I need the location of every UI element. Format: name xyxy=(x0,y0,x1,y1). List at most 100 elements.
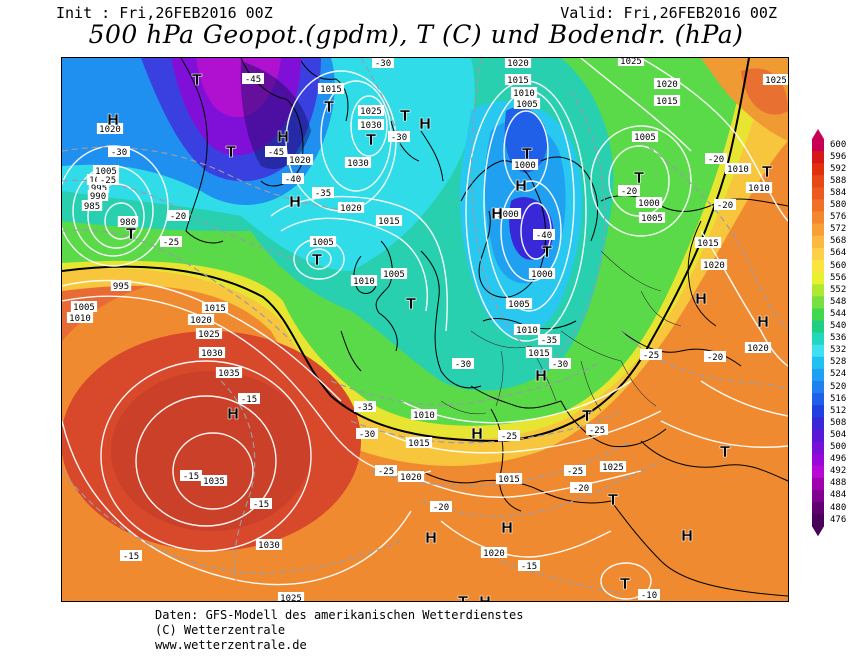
scale-label: 544 xyxy=(830,308,847,319)
isobar-label-text: 1020 xyxy=(656,80,678,90)
isobar-label: 1015 xyxy=(201,302,229,314)
low-pressure-center: T xyxy=(126,225,137,243)
isobar-label: 1015 xyxy=(375,215,403,227)
scale-swatch xyxy=(812,187,824,200)
isobar-label: 1015 xyxy=(504,74,532,86)
isobar-label-text: 980 xyxy=(120,218,136,228)
init-time-label: Init : Fri,26FEB2016 00Z xyxy=(56,4,273,22)
color-scale-bars xyxy=(812,129,824,537)
temperature-label: -15 xyxy=(180,470,202,482)
isobar-label-text: 1015 xyxy=(507,76,529,86)
temperature-label: -15 xyxy=(120,550,142,562)
isobar-label-text: 995 xyxy=(113,282,129,292)
greenland-shade xyxy=(240,61,311,170)
low-pressure-center: T xyxy=(522,145,533,163)
isobar-label-text: 1005 xyxy=(641,214,663,224)
isobar-label: 1030 xyxy=(198,347,226,359)
isobar-label: 1025 xyxy=(195,328,223,340)
temperature-label-text: -20 xyxy=(433,503,449,513)
scale-label: 588 xyxy=(830,175,847,186)
scale-label: 552 xyxy=(830,284,847,295)
temperature-label: -20 xyxy=(167,210,189,222)
isobar-label-text: 1015 xyxy=(320,85,342,95)
scale-swatch xyxy=(812,260,824,273)
scale-label: 596 xyxy=(830,151,847,162)
isobar-label: 1005 xyxy=(92,165,120,177)
temperature-labels: -45 -45 -40 -35 -30 -25 -20 -25 -30 -30 -40 -35 -30 -… xyxy=(97,58,736,601)
scale-label: 580 xyxy=(830,200,847,210)
footer-copyright: (C) Wetterzentrale xyxy=(155,623,286,637)
scale-label: 476 xyxy=(830,514,847,525)
scale-label: 572 xyxy=(830,224,847,235)
scale-swatch xyxy=(812,356,824,370)
isobar-label: 1020 xyxy=(286,154,314,166)
scale-label: 592 xyxy=(830,163,847,174)
isobar-label: 1015 xyxy=(405,437,433,449)
isobar-label: 1005 xyxy=(638,212,666,224)
temperature-label-text: -30 xyxy=(552,360,568,370)
temperature-label-text: -35 xyxy=(357,403,373,413)
isobar-label: 1005 xyxy=(380,268,408,280)
isobar-label: 1020 xyxy=(96,123,124,135)
isobar-label: 1005 xyxy=(505,298,533,310)
high-pressure-center: H xyxy=(491,205,504,223)
scale-swatch xyxy=(812,393,824,406)
high-pressure-center: H xyxy=(501,519,514,537)
isobar-label: 1010 xyxy=(510,87,538,99)
isobar-label: 1000 xyxy=(528,268,556,280)
scale-label: 600 xyxy=(830,139,847,150)
isobar-label-text: 1005 xyxy=(516,100,538,110)
isobar-label: 1030 xyxy=(255,539,283,551)
isobar-label: 1005 xyxy=(70,301,98,313)
temperature-label-text: -20 xyxy=(717,201,733,211)
scale-swatch xyxy=(812,211,824,225)
isobar-label-text: 1015 xyxy=(408,439,430,449)
scale-swatch xyxy=(812,465,824,479)
temperature-label-text: -30 xyxy=(455,360,471,370)
scale-swatch xyxy=(812,163,824,176)
temperature-label-text: -45 xyxy=(268,148,284,158)
temperature-label: -25 xyxy=(160,236,182,248)
low-pressure-center: T xyxy=(406,295,417,313)
temperature-label: -30 xyxy=(388,131,410,143)
atlantic-high-inner xyxy=(111,371,311,531)
pressure-centers: HTTHHTTTTHTTTHHTTTHHHHTHTTHHHTTH xyxy=(106,71,773,601)
scale-label: 492 xyxy=(830,466,847,477)
temperature-label-text: -25 xyxy=(100,176,116,186)
temperature-label: -25 xyxy=(498,430,520,442)
isobar-label-text: 1005 xyxy=(634,133,656,143)
high-pressure-center: H xyxy=(535,367,548,385)
low-pressure-center: T xyxy=(720,443,731,461)
isobar-label-text: 1020 xyxy=(99,125,121,135)
isobar-label: 1015 xyxy=(653,95,681,107)
scale-swatch xyxy=(812,199,824,213)
isobar-label: 1020 xyxy=(187,314,215,326)
temperature-label-text: -25 xyxy=(589,426,605,436)
temperature-label: -45 xyxy=(265,146,287,158)
isobar-label-text: 1020 xyxy=(507,59,529,69)
temperature-label-text: -20 xyxy=(707,353,723,363)
temperature-label-text: -20 xyxy=(708,155,724,165)
isobar-label: 980 xyxy=(117,216,139,228)
isobar-label-text: 1010 xyxy=(513,89,535,99)
high-pressure-center: H xyxy=(757,313,770,331)
isobar-label-text: 1010 xyxy=(727,165,749,175)
isobar-label: 1020 xyxy=(744,342,772,354)
temperature-label-text: -20 xyxy=(170,212,186,222)
temperature-label: -15 xyxy=(250,498,272,510)
scale-label: 504 xyxy=(830,429,847,440)
scale-swatch xyxy=(812,247,824,261)
scale-bottom-arrow xyxy=(812,526,824,537)
high-pressure-center: H xyxy=(681,527,694,545)
low-pressure-center: T xyxy=(542,243,553,261)
high-pressure-center: H xyxy=(471,425,484,443)
scale-swatch xyxy=(812,514,824,527)
isobar-label: 1010 xyxy=(66,312,94,324)
high-pressure-center: H xyxy=(695,290,708,308)
isobar-label-text: 1010 xyxy=(69,314,91,324)
low-pressure-center: T xyxy=(312,251,323,269)
isobar-label-text: 1030 xyxy=(258,541,280,551)
isobar-label-text: 1025 xyxy=(620,58,642,67)
isobar-label: 1030 xyxy=(344,157,372,169)
temperature-label-text: -25 xyxy=(567,467,583,477)
